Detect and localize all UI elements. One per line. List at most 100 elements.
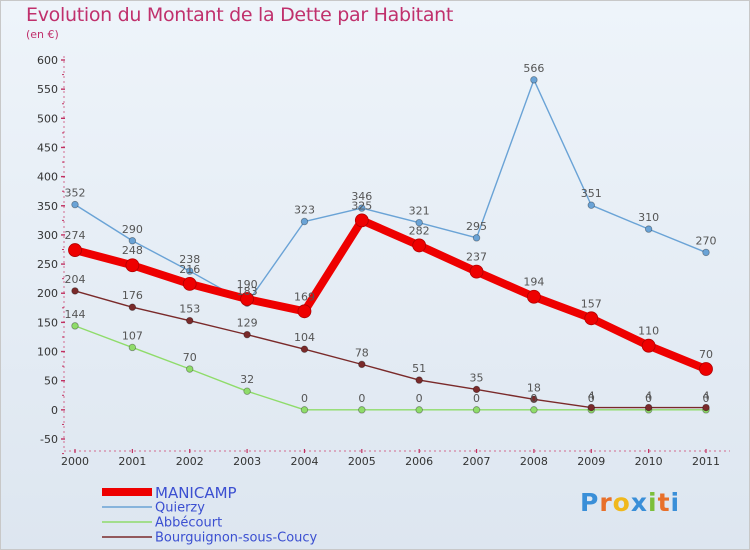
chart-title: Evolution du Montant de la Dette par Hab… xyxy=(26,4,454,26)
data-point-bourguignon-sous-coucy xyxy=(587,403,595,412)
data-label-manicamp: 274 xyxy=(65,229,86,242)
x-tick-label: 2006 xyxy=(405,455,433,468)
y-tick-label: 400 xyxy=(37,171,58,184)
data-point-manicamp xyxy=(240,292,254,306)
series-line-bourguignon-sous-coucy xyxy=(74,290,707,409)
data-label-bourguignon-sous-coucy: 35 xyxy=(470,371,484,384)
data-point-abbecourt xyxy=(186,365,194,373)
data-label-quierzy: 183 xyxy=(237,285,258,298)
legend-label-abbecourt: Abbécourt xyxy=(155,516,222,531)
data-point-bourguignon-sous-coucy xyxy=(358,360,366,369)
legend-label-quierzy: Quierzy xyxy=(155,501,205,516)
data-point-bourguignon-sous-coucy xyxy=(300,345,309,353)
data-label-quierzy: 321 xyxy=(409,205,430,218)
data-point-bourguignon-sous-coucy xyxy=(186,316,194,325)
data-point-quierzy xyxy=(128,237,137,245)
y-tick-label: 350 xyxy=(37,200,58,213)
x-tick-label: 2002 xyxy=(176,455,204,468)
data-point-bourguignon-sous-coucy xyxy=(644,403,653,412)
data-label-quierzy: 352 xyxy=(65,187,86,200)
series-line-manicamp xyxy=(71,216,710,374)
data-label-manicamp: 248 xyxy=(122,244,143,257)
y-tick-label: 600 xyxy=(37,54,58,67)
data-label-abbecourt: 0 xyxy=(301,392,308,405)
data-label-quierzy: 238 xyxy=(179,253,200,266)
data-label-bourguignon-sous-coucy: 204 xyxy=(65,273,86,286)
data-point-bourguignon-sous-coucy xyxy=(530,395,538,404)
data-label-manicamp: 216 xyxy=(179,263,200,276)
data-point-bourguignon-sous-coucy xyxy=(71,287,79,295)
data-label-quierzy: 346 xyxy=(351,190,372,203)
data-point-abbecourt xyxy=(472,406,481,414)
proxiti-logo: Proxiti xyxy=(580,488,680,517)
data-point-abbecourt xyxy=(300,406,309,414)
y-tick-label: 500 xyxy=(37,112,58,125)
data-point-bourguignon-sous-coucy xyxy=(472,385,481,394)
data-label-abbecourt: 0 xyxy=(645,392,652,405)
data-point-quierzy xyxy=(587,201,595,209)
data-point-abbecourt xyxy=(243,387,251,395)
data-label-abbecourt: 32 xyxy=(240,373,254,386)
y-tick-label: 200 xyxy=(37,287,58,300)
data-point-quierzy xyxy=(415,218,423,227)
x-tick-label: 2003 xyxy=(233,455,261,468)
data-label-bourguignon-sous-coucy: 18 xyxy=(527,381,541,394)
logo-letter: r xyxy=(599,488,613,517)
data-label-quierzy: 295 xyxy=(466,220,487,233)
data-label-manicamp: 157 xyxy=(581,297,602,310)
data-label-abbecourt: 144 xyxy=(65,308,86,321)
x-tick-label: 2000 xyxy=(61,455,89,468)
data-label-quierzy: 566 xyxy=(523,62,544,75)
data-point-bourguignon-sous-coucy xyxy=(128,303,137,311)
data-point-quierzy xyxy=(300,217,309,226)
data-label-abbecourt: 0 xyxy=(588,392,595,405)
data-point-quierzy xyxy=(358,204,366,212)
legend-label-manicamp: MANICAMP xyxy=(155,484,237,502)
data-label-quierzy: 310 xyxy=(638,211,659,224)
data-label-abbecourt: 0 xyxy=(358,392,365,405)
y-tick-label: 550 xyxy=(37,83,58,96)
data-point-manicamp xyxy=(125,258,140,273)
data-point-quierzy xyxy=(702,248,710,257)
data-label-quierzy: 290 xyxy=(122,223,143,236)
x-tick-label: 2007 xyxy=(463,455,491,468)
y-tick-label: 250 xyxy=(37,258,58,271)
data-label-manicamp: 325 xyxy=(351,199,372,212)
data-point-manicamp xyxy=(412,238,427,253)
x-tick-label: 2001 xyxy=(118,455,146,468)
x-tick-label: 2005 xyxy=(348,455,376,468)
data-label-abbecourt: 107 xyxy=(122,329,143,342)
data-label-manicamp: 190 xyxy=(237,278,258,291)
data-point-abbecourt xyxy=(128,343,137,352)
data-label-abbecourt: 0 xyxy=(530,392,537,405)
y-tick-label: 450 xyxy=(37,141,58,154)
data-point-manicamp xyxy=(699,362,713,376)
logo-letter: i xyxy=(648,488,658,517)
legend-label-bourguignon-sous-coucy: Bourguignon-sous-Coucy xyxy=(155,531,318,546)
axes: -500501001502002503003504004505005506002… xyxy=(37,54,730,468)
x-tick-label: 2009 xyxy=(577,455,605,468)
x-tick-label: 2004 xyxy=(290,455,318,468)
data-point-manicamp xyxy=(182,277,197,291)
data-label-manicamp: 237 xyxy=(466,251,487,264)
data-label-quierzy: 323 xyxy=(294,204,315,217)
data-point-manicamp xyxy=(584,311,599,326)
series-line-quierzy xyxy=(74,79,707,304)
data-point-bourguignon-sous-coucy xyxy=(243,330,251,339)
chart-subtitle: (en €) xyxy=(26,28,59,41)
series-layer xyxy=(68,76,713,414)
data-point-manicamp xyxy=(641,338,656,353)
data-point-manicamp xyxy=(469,264,484,279)
data-point-abbecourt xyxy=(415,406,423,414)
data-label-abbecourt: 0 xyxy=(703,392,710,405)
data-label-manicamp: 70 xyxy=(699,348,713,361)
data-label-bourguignon-sous-coucy: 129 xyxy=(237,317,258,330)
data-label-bourguignon-sous-coucy: 4 xyxy=(588,390,595,403)
logo-letter: i xyxy=(670,488,681,517)
data-label-manicamp: 169 xyxy=(294,290,315,303)
logo-letter: t xyxy=(657,488,671,517)
y-tick-label: 100 xyxy=(37,346,58,359)
data-label-manicamp: 194 xyxy=(523,276,544,289)
data-point-bourguignon-sous-coucy xyxy=(415,376,423,384)
data-point-manicamp xyxy=(297,304,312,319)
